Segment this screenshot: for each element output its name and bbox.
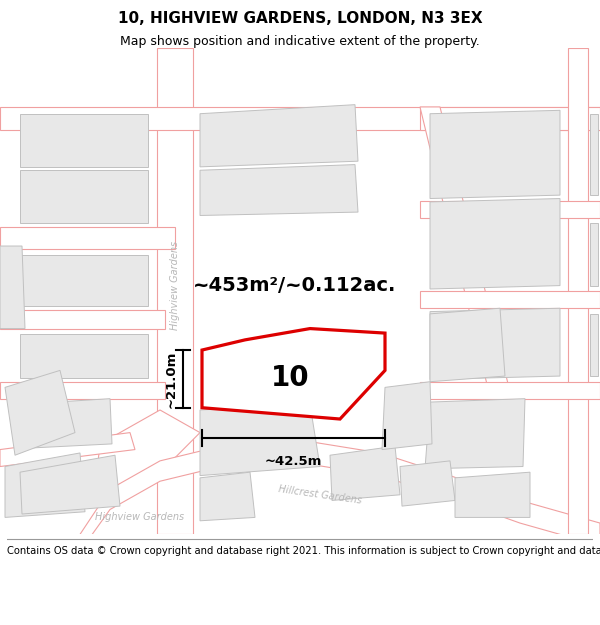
Polygon shape: [590, 114, 598, 195]
Polygon shape: [200, 164, 358, 216]
Polygon shape: [5, 371, 75, 455]
Polygon shape: [430, 199, 560, 289]
Text: ~453m²/~0.112ac.: ~453m²/~0.112ac.: [193, 276, 397, 295]
Polygon shape: [420, 291, 600, 308]
Polygon shape: [157, 48, 193, 534]
Text: Highview Gardens: Highview Gardens: [170, 241, 180, 330]
Polygon shape: [420, 107, 600, 129]
Text: 10, HIGHVIEW GARDENS, LONDON, N3 3EX: 10, HIGHVIEW GARDENS, LONDON, N3 3EX: [118, 11, 482, 26]
Polygon shape: [430, 308, 505, 382]
Polygon shape: [20, 455, 120, 514]
Text: 10: 10: [271, 364, 310, 392]
Text: ~42.5m: ~42.5m: [265, 455, 322, 468]
Polygon shape: [420, 107, 520, 438]
Polygon shape: [0, 246, 25, 329]
Polygon shape: [0, 107, 600, 129]
Polygon shape: [425, 399, 525, 469]
Polygon shape: [455, 472, 530, 518]
Polygon shape: [200, 104, 358, 167]
Polygon shape: [590, 223, 598, 286]
Text: Highview Gardens: Highview Gardens: [95, 512, 185, 522]
Polygon shape: [420, 382, 600, 399]
Text: Hillcrest Gardens: Hillcrest Gardens: [278, 484, 362, 506]
Polygon shape: [200, 472, 255, 521]
Polygon shape: [20, 114, 148, 167]
Polygon shape: [20, 399, 112, 448]
Polygon shape: [420, 201, 600, 217]
Polygon shape: [430, 308, 560, 379]
Polygon shape: [0, 311, 165, 329]
Polygon shape: [400, 461, 455, 506]
Polygon shape: [382, 382, 432, 449]
Text: ~21.0m: ~21.0m: [165, 350, 178, 408]
Polygon shape: [590, 314, 598, 376]
Polygon shape: [0, 227, 175, 249]
Polygon shape: [80, 442, 600, 551]
Polygon shape: [0, 382, 165, 399]
Polygon shape: [200, 404, 320, 476]
Text: Map shows position and indicative extent of the property.: Map shows position and indicative extent…: [120, 34, 480, 48]
Polygon shape: [20, 334, 148, 378]
Polygon shape: [20, 255, 148, 306]
Polygon shape: [0, 432, 135, 466]
Polygon shape: [5, 453, 85, 518]
Polygon shape: [568, 48, 588, 534]
Polygon shape: [330, 446, 400, 501]
Polygon shape: [95, 410, 200, 489]
Polygon shape: [430, 111, 560, 199]
Polygon shape: [20, 170, 148, 223]
Polygon shape: [202, 329, 385, 419]
Text: Contains OS data © Crown copyright and database right 2021. This information is : Contains OS data © Crown copyright and d…: [7, 546, 600, 556]
